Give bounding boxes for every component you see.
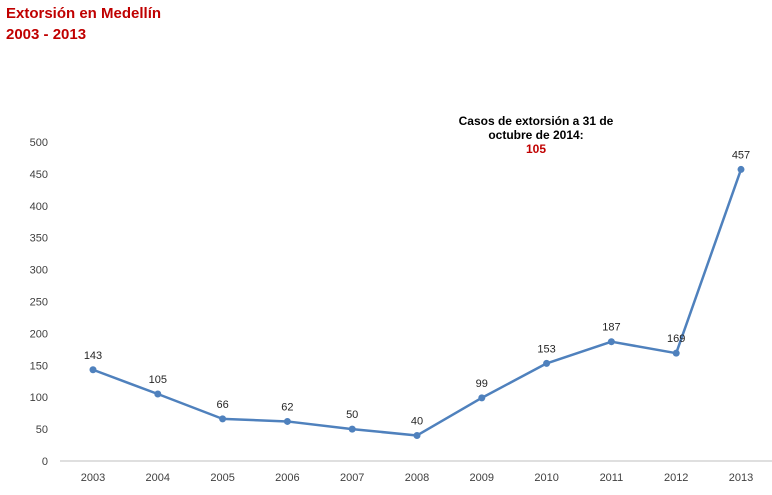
y-tick-label: 400 [30, 201, 48, 213]
data-label: 143 [84, 350, 102, 362]
data-point [543, 359, 551, 367]
data-label: 169 [667, 333, 685, 345]
y-tick-label: 0 [42, 456, 48, 468]
data-label: 187 [602, 322, 620, 334]
x-tick-label: 2005 [210, 472, 234, 484]
data-point [283, 417, 291, 425]
data-point [478, 394, 486, 402]
x-tick-label: 2013 [729, 472, 753, 484]
x-tick-label: 2007 [340, 472, 364, 484]
data-label: 62 [281, 401, 293, 413]
series-line [92, 169, 743, 437]
annotation-text-line1: Casos de extorsión a 31 de [458, 114, 614, 128]
data-label: 66 [216, 399, 228, 411]
data-point [89, 366, 97, 374]
x-tick-label: 2008 [405, 472, 429, 484]
x-tick-label: 2011 [600, 472, 624, 484]
data-point [219, 415, 227, 423]
y-tick-label: 300 [30, 265, 48, 277]
annotation-box: Casos de extorsión a 31 de octubre de 20… [432, 114, 640, 156]
data-point [607, 338, 615, 346]
data-point [737, 165, 745, 173]
y-tick-label: 450 [30, 169, 48, 181]
data-point [348, 425, 356, 433]
y-tick-label: 50 [36, 424, 48, 436]
data-label: 99 [476, 378, 488, 390]
x-tick-label: 2003 [81, 472, 105, 484]
data-label: 457 [732, 149, 750, 161]
y-tick-label: 150 [30, 360, 48, 372]
annotation-text-line2: octubre de 2014: [488, 128, 584, 142]
data-label: 50 [346, 409, 358, 421]
y-tick-label: 250 [30, 297, 48, 309]
data-label: 153 [537, 343, 555, 355]
y-tick-label: 100 [30, 392, 48, 404]
annotation-value: 105 [525, 142, 547, 156]
y-tick-label: 350 [30, 233, 48, 245]
chart-subtitle: 2003 - 2013 [6, 26, 87, 43]
data-point [672, 349, 680, 357]
x-tick-label: 2006 [275, 472, 299, 484]
x-tick-label: 2012 [664, 472, 688, 484]
data-label: 40 [411, 415, 423, 427]
x-tick-label: 2004 [146, 472, 170, 484]
data-point [413, 431, 421, 439]
data-point [154, 390, 162, 398]
y-tick-label: 200 [30, 328, 48, 340]
data-label: 105 [149, 374, 167, 386]
x-tick-label: 2010 [534, 472, 558, 484]
chart-title: Extorsión en Medellín [6, 5, 162, 22]
y-tick-label: 500 [30, 137, 48, 149]
x-tick-label: 2009 [470, 472, 494, 484]
